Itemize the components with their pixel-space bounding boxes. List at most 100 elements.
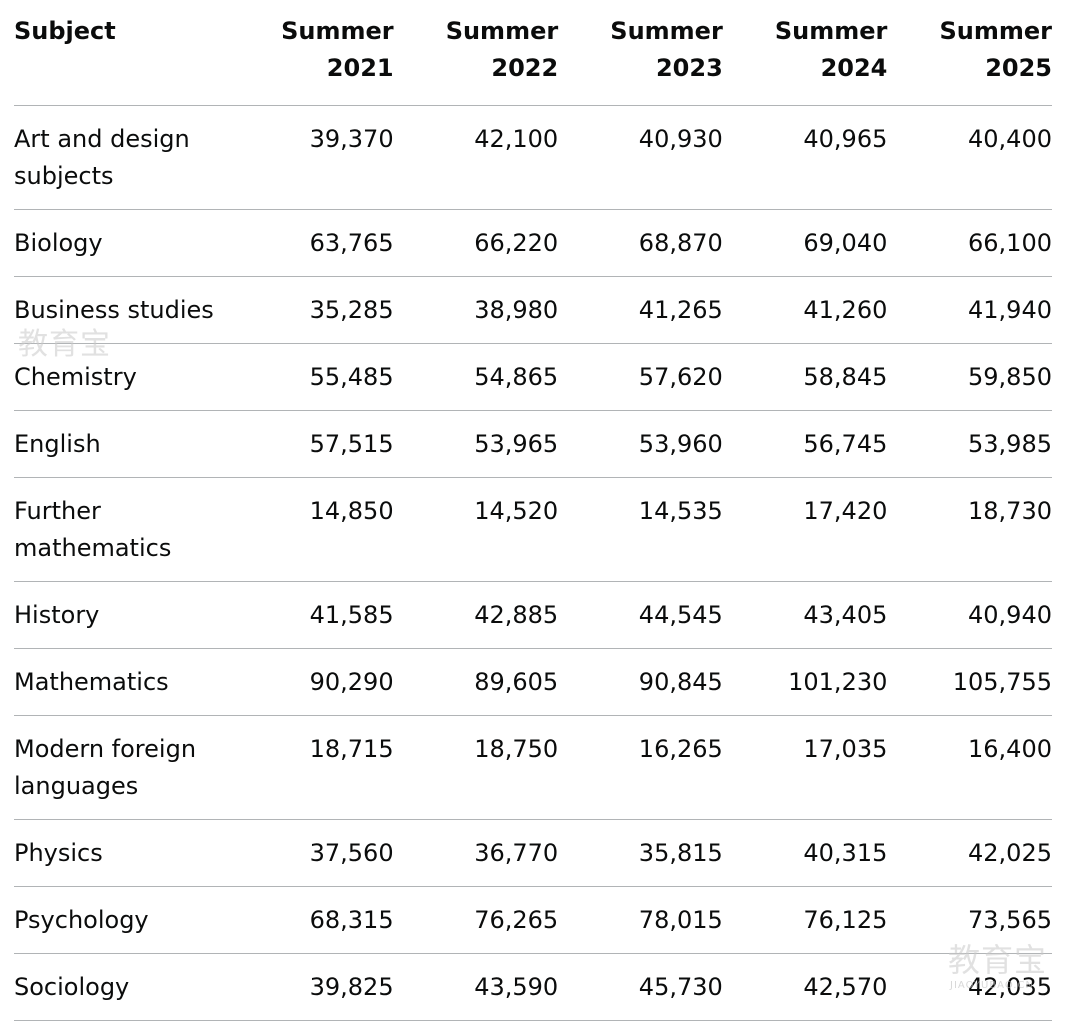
- value-cell: 41,585: [229, 581, 394, 649]
- year-header-line2: 2023: [655, 54, 723, 82]
- table-row: Modern foreign languages 18,715 18,750 1…: [14, 715, 1052, 820]
- year-header-line2: 2021: [326, 54, 394, 82]
- value-cell: 39,825: [229, 953, 394, 1021]
- subject-cell: Modern foreign languages: [14, 715, 229, 820]
- value-cell: 43,405: [722, 581, 888, 649]
- entries-table: Subject Summer 2021 Summer 2022 Summer 2023…: [14, 0, 1052, 1021]
- subject-cell: History: [14, 581, 229, 649]
- value-cell: 42,570: [722, 953, 888, 1021]
- value-cell: 45,730: [558, 953, 723, 1021]
- subject-column-header: Subject: [14, 0, 229, 106]
- value-cell: 90,290: [229, 648, 394, 716]
- value-cell: 38,980: [393, 276, 559, 344]
- table-row: Chemistry 55,485 54,865 57,620 58,845 59…: [14, 343, 1052, 411]
- subject-cell: Chemistry: [14, 343, 229, 411]
- table-row: Psychology 68,315 76,265 78,015 76,125 7…: [14, 886, 1052, 954]
- value-cell: 35,285: [229, 276, 394, 344]
- table-row: Business studies 35,285 38,980 41,265 41…: [14, 276, 1052, 344]
- value-cell: 55,485: [229, 343, 394, 411]
- value-cell: 68,315: [229, 886, 394, 954]
- value-cell: 76,125: [722, 886, 888, 954]
- subject-cell: Psychology: [14, 886, 229, 954]
- value-cell: 17,035: [722, 715, 888, 820]
- table-row: English 57,515 53,965 53,960 56,745 53,9…: [14, 410, 1052, 478]
- value-cell: 16,400: [887, 715, 1052, 820]
- value-cell: 73,565: [887, 886, 1052, 954]
- year-header-line1: Summer: [281, 17, 394, 45]
- value-cell: 76,265: [393, 886, 559, 954]
- value-cell: 63,765: [229, 209, 394, 277]
- header-row: Subject Summer 2021 Summer 2022 Summer 2023…: [14, 0, 1052, 106]
- value-cell: 40,315: [722, 819, 888, 887]
- value-cell: 101,230: [722, 648, 888, 716]
- value-cell: 53,985: [887, 410, 1052, 478]
- subject-cell: Sociology: [14, 953, 229, 1021]
- value-cell: 44,545: [558, 581, 723, 649]
- table-row: Sociology 39,825 43,590 45,730 42,570 42…: [14, 953, 1052, 1021]
- value-cell: 59,850: [887, 343, 1052, 411]
- value-cell: 69,040: [722, 209, 888, 277]
- value-cell: 53,960: [558, 410, 723, 478]
- value-cell: 18,730: [887, 477, 1052, 582]
- value-cell: 18,715: [229, 715, 394, 820]
- value-cell: 53,965: [393, 410, 559, 478]
- value-cell: 54,865: [393, 343, 559, 411]
- year-header-line1: Summer: [774, 17, 888, 45]
- subject-cell: Art and design subjects: [14, 105, 229, 210]
- value-cell: 41,940: [887, 276, 1052, 344]
- table-header: Subject Summer 2021 Summer 2022 Summer 2023…: [14, 0, 1052, 106]
- table-row: Mathematics 90,290 89,605 90,845 101,230…: [14, 648, 1052, 716]
- value-cell: 41,265: [558, 276, 723, 344]
- year-header-line1: Summer: [939, 17, 1053, 45]
- year-header-line2: 2025: [985, 54, 1052, 82]
- year-header-line1: Summer: [610, 17, 723, 45]
- value-cell: 90,845: [558, 648, 723, 716]
- value-cell: 14,535: [558, 477, 723, 582]
- value-cell: 42,885: [393, 581, 559, 649]
- subject-header-label: Subject: [14, 17, 116, 45]
- table-row: Biology 63,765 66,220 68,870 69,040 66,1…: [14, 209, 1052, 277]
- value-cell: 40,400: [887, 105, 1052, 210]
- value-cell: 68,870: [558, 209, 723, 277]
- value-cell: 16,265: [558, 715, 723, 820]
- entries-table-container: Subject Summer 2021 Summer 2022 Summer 2023…: [14, 0, 1052, 1021]
- value-cell: 56,745: [722, 410, 888, 478]
- value-cell: 42,100: [393, 105, 559, 210]
- subject-cell: Biology: [14, 209, 229, 277]
- value-cell: 40,965: [722, 105, 888, 210]
- subject-cell: Mathematics: [14, 648, 229, 716]
- value-cell: 89,605: [393, 648, 559, 716]
- subject-cell: Business studies: [14, 276, 229, 344]
- year-header-line2: 2022: [491, 54, 559, 82]
- value-cell: 36,770: [393, 819, 559, 887]
- year-header-line1: Summer: [445, 17, 559, 45]
- value-cell: 78,015: [558, 886, 723, 954]
- value-cell: 14,520: [393, 477, 559, 582]
- value-cell: 18,750: [393, 715, 559, 820]
- table-row: History 41,585 42,885 44,545 43,405 40,9…: [14, 581, 1052, 649]
- year-column-header: Summer 2021: [229, 0, 394, 106]
- value-cell: 17,420: [722, 477, 888, 582]
- table-row: Further mathematics 14,850 14,520 14,535…: [14, 477, 1052, 582]
- value-cell: 66,100: [887, 209, 1052, 277]
- year-column-header: Summer 2022: [393, 0, 559, 106]
- value-cell: 40,930: [558, 105, 723, 210]
- table-row: Art and design subjects 39,370 42,100 40…: [14, 105, 1052, 210]
- value-cell: 42,035: [887, 953, 1052, 1021]
- value-cell: 42,025: [887, 819, 1052, 887]
- value-cell: 35,815: [558, 819, 723, 887]
- subject-cell: Physics: [14, 819, 229, 887]
- value-cell: 14,850: [229, 477, 394, 582]
- value-cell: 43,590: [393, 953, 559, 1021]
- value-cell: 37,560: [229, 819, 394, 887]
- value-cell: 66,220: [393, 209, 559, 277]
- year-column-header: Summer 2024: [722, 0, 888, 106]
- value-cell: 105,755: [887, 648, 1052, 716]
- value-cell: 57,620: [558, 343, 723, 411]
- value-cell: 58,845: [722, 343, 888, 411]
- subject-cell: Further mathematics: [14, 477, 229, 582]
- value-cell: 41,260: [722, 276, 888, 344]
- subject-cell: English: [14, 410, 229, 478]
- value-cell: 57,515: [229, 410, 394, 478]
- year-column-header: Summer 2025: [887, 0, 1052, 106]
